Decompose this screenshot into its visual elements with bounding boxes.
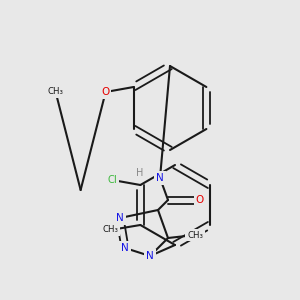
Text: O: O: [196, 195, 204, 205]
Text: N: N: [156, 173, 164, 183]
Text: CH₃: CH₃: [187, 230, 203, 239]
Text: N: N: [146, 251, 154, 261]
Text: N: N: [121, 243, 129, 253]
Text: Cl: Cl: [107, 175, 117, 185]
Text: O: O: [101, 87, 110, 97]
Text: N: N: [116, 213, 124, 223]
Text: CH₃: CH₃: [48, 88, 64, 97]
Text: CH₃: CH₃: [102, 226, 119, 235]
Text: H: H: [136, 168, 144, 178]
